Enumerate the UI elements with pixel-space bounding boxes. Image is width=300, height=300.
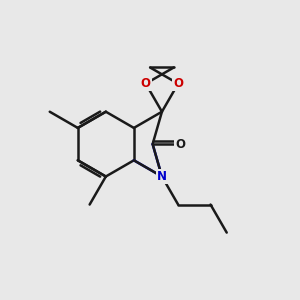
Text: O: O xyxy=(173,77,183,90)
Text: N: N xyxy=(157,170,167,183)
Text: O: O xyxy=(141,77,151,90)
Text: O: O xyxy=(175,138,185,151)
